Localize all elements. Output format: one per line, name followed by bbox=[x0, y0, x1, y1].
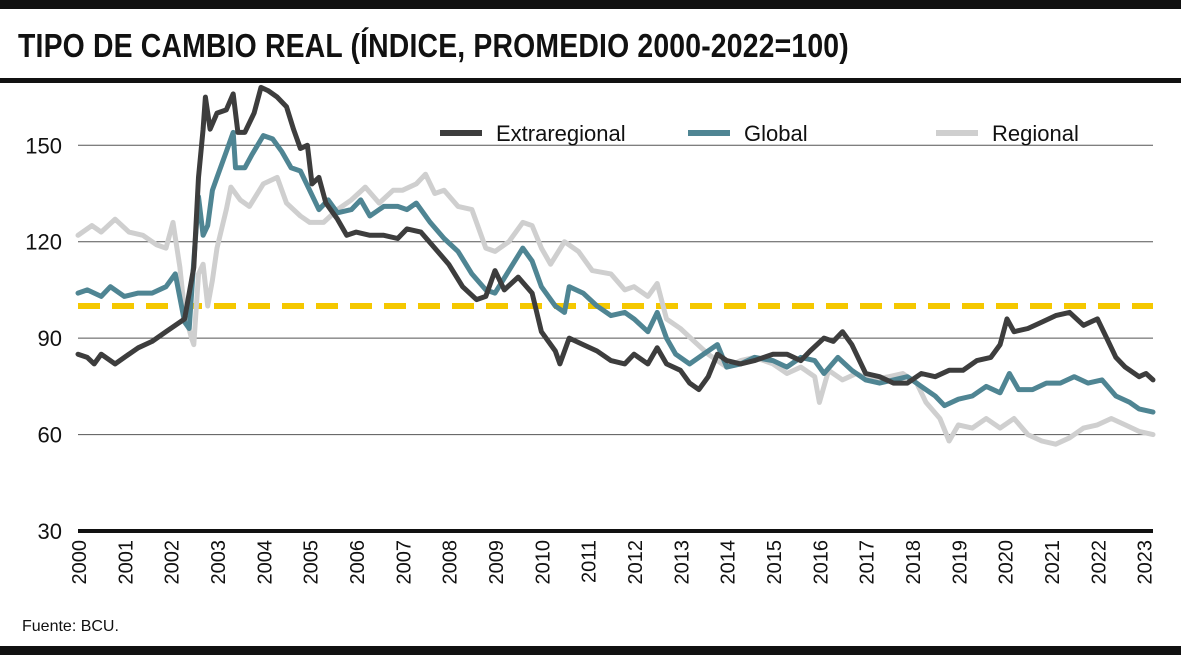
top-rule bbox=[0, 0, 1181, 9]
x-tick-label: 2023 bbox=[1135, 540, 1157, 585]
x-tick-label: 2001 bbox=[115, 540, 137, 585]
legend-label-extraregional: Extraregional bbox=[496, 121, 626, 146]
x-tick-label: 2011 bbox=[579, 540, 601, 583]
legend: Extraregional Global Regional bbox=[440, 121, 1079, 146]
series-layer bbox=[75, 84, 1156, 447]
x-tick-label: 2014 bbox=[718, 540, 740, 585]
x-tick-label: 2002 bbox=[162, 540, 184, 585]
x-tick-label: 2000 bbox=[69, 540, 91, 585]
title-rule bbox=[0, 78, 1181, 83]
x-tick-label: 2010 bbox=[532, 540, 554, 585]
x-tick-label: 2003 bbox=[208, 540, 230, 585]
y-tick-label: 90 bbox=[38, 326, 62, 351]
x-tick-label: 2019 bbox=[949, 540, 971, 585]
source-note: Fuente: BCU. bbox=[22, 618, 119, 635]
bottom-rule bbox=[0, 646, 1181, 655]
x-tick-label: 2021 bbox=[1042, 540, 1064, 585]
y-tick-label: 60 bbox=[38, 423, 62, 448]
y-tick-label: 120 bbox=[25, 230, 62, 255]
series-line-global bbox=[75, 129, 1156, 415]
x-tick-label: 2013 bbox=[671, 540, 693, 585]
x-tick-label: 2012 bbox=[625, 540, 647, 585]
x-tick-label: 2005 bbox=[301, 540, 323, 585]
x-tick-label: 2018 bbox=[903, 540, 925, 585]
chart-title: TIPO DE CAMBIO REAL (ÍNDICE, PROMEDIO 20… bbox=[18, 27, 849, 64]
series-line-regional bbox=[75, 171, 1156, 447]
x-tick-label: 2006 bbox=[347, 540, 369, 585]
x-tick-label: 2022 bbox=[1088, 540, 1110, 585]
y-tick-label: 30 bbox=[38, 519, 62, 544]
y-tick-label: 150 bbox=[25, 133, 62, 158]
x-tick-label: 2007 bbox=[393, 540, 415, 585]
x-tick-label: 2017 bbox=[857, 540, 879, 585]
legend-label-regional: Regional bbox=[992, 121, 1079, 146]
x-tick-label: 2009 bbox=[486, 540, 508, 585]
legend-label-global: Global bbox=[744, 121, 808, 146]
series-line-extraregional bbox=[75, 84, 1156, 393]
x-tick-label: 2020 bbox=[996, 540, 1018, 585]
grid-layer bbox=[78, 144, 1153, 533]
x-tick-label: 2008 bbox=[440, 540, 462, 585]
y-axis-ticks: 30 60 90 120 150 bbox=[25, 133, 62, 544]
x-axis-ticks: 2000 2001 2002 2003 2004 2005 2006 2007 2008 2009… bbox=[69, 540, 1157, 585]
x-tick-label: 2004 bbox=[254, 540, 276, 585]
x-tick-label: 2016 bbox=[810, 540, 832, 585]
x-tick-label: 2015 bbox=[764, 540, 786, 585]
